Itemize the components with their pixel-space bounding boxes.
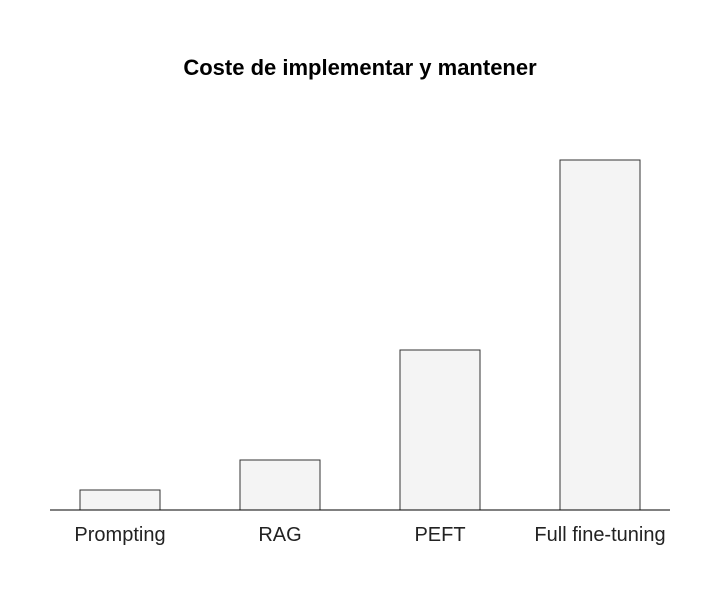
bar-full-fine-tuning xyxy=(559,159,641,511)
x-tick-label: Prompting xyxy=(74,524,165,546)
bar-prompting xyxy=(79,489,161,511)
bar-rag xyxy=(239,459,321,511)
bar-peft xyxy=(399,349,481,511)
x-tick-labels: Prompting RAG PEFT Full fine-tuning xyxy=(74,524,665,546)
x-tick-label: RAG xyxy=(258,524,301,546)
chart-title: Coste de implementar y mantener xyxy=(183,55,537,80)
x-tick-label: Full fine-tuning xyxy=(534,524,665,546)
x-tick-label: PEFT xyxy=(414,524,465,546)
bars-group xyxy=(79,159,641,511)
